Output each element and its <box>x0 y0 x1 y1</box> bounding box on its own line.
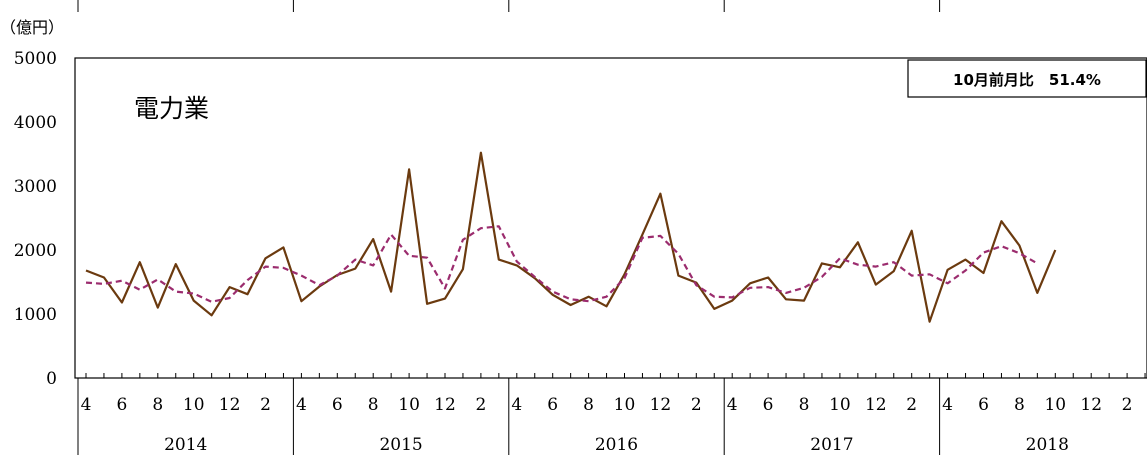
month-label: 12 <box>865 395 887 415</box>
year-label: 2015 <box>379 435 422 455</box>
x-axis-month-labels: 4 6 8 10 12 2 4 6 8 10 12 2 4 6 8 10 12 2 4 6 8 10 12 2 4 6 8 10 12 2 <box>81 395 1133 415</box>
month-label: 8 <box>368 395 379 415</box>
month-label: 8 <box>152 395 163 415</box>
month-label: 10 <box>1044 395 1066 415</box>
y-tick-label: 1000 <box>14 305 57 325</box>
year-label: 2017 <box>810 435 853 455</box>
month-label: 6 <box>978 395 989 415</box>
month-label: 4 <box>942 395 953 415</box>
plot-area <box>74 57 1147 379</box>
month-label: 2 <box>260 395 271 415</box>
month-label: 2 <box>475 395 486 415</box>
y-axis-tick-labels: 0 1000 2000 3000 4000 5000 <box>14 49 57 389</box>
month-label: 4 <box>81 395 92 415</box>
month-label: 12 <box>650 395 672 415</box>
x-axis-year-labels: 2014 2015 2016 2017 2018 <box>164 435 1069 455</box>
year-label: 2018 <box>1026 435 1069 455</box>
y-tick-label: 2000 <box>14 241 57 261</box>
month-label: 6 <box>547 395 558 415</box>
month-label: 8 <box>583 395 594 415</box>
chart-title: 電力業 <box>134 94 209 123</box>
series-line-dashed <box>85 225 1038 303</box>
series-layer <box>85 151 1057 323</box>
month-label: 8 <box>799 395 810 415</box>
y-unit-label: （億円） <box>0 18 64 37</box>
year-label: 2016 <box>595 435 638 455</box>
month-label: 10 <box>398 395 420 415</box>
month-label: 6 <box>332 395 343 415</box>
month-label: 12 <box>1080 395 1102 415</box>
month-label: 10 <box>183 395 205 415</box>
y-tick-label: 4000 <box>14 113 57 133</box>
annotation-box: 10月前月比 51.4% <box>907 59 1147 98</box>
y-tick-label: 3000 <box>14 177 57 197</box>
month-label: 8 <box>1014 395 1025 415</box>
month-label: 4 <box>511 395 522 415</box>
year-label: 2014 <box>164 435 207 455</box>
x-axis-month-ticks <box>85 373 1146 378</box>
month-label: 10 <box>614 395 636 415</box>
year-separators <box>77 378 941 455</box>
month-label: 6 <box>116 395 127 415</box>
top-year-ticks <box>77 0 941 12</box>
month-label: 2 <box>691 395 702 415</box>
y-tick-label: 0 <box>46 369 57 389</box>
month-label: 2 <box>1122 395 1133 415</box>
series-line-solid <box>85 151 1057 323</box>
month-label: 4 <box>727 395 738 415</box>
month-label: 12 <box>434 395 456 415</box>
month-label: 10 <box>829 395 851 415</box>
annotation-text: 10月前月比 51.4% <box>953 71 1101 89</box>
month-label: 2 <box>906 395 917 415</box>
month-label: 6 <box>763 395 774 415</box>
month-label: 12 <box>219 395 241 415</box>
y-tick-label: 5000 <box>14 49 57 69</box>
month-label: 4 <box>296 395 307 415</box>
